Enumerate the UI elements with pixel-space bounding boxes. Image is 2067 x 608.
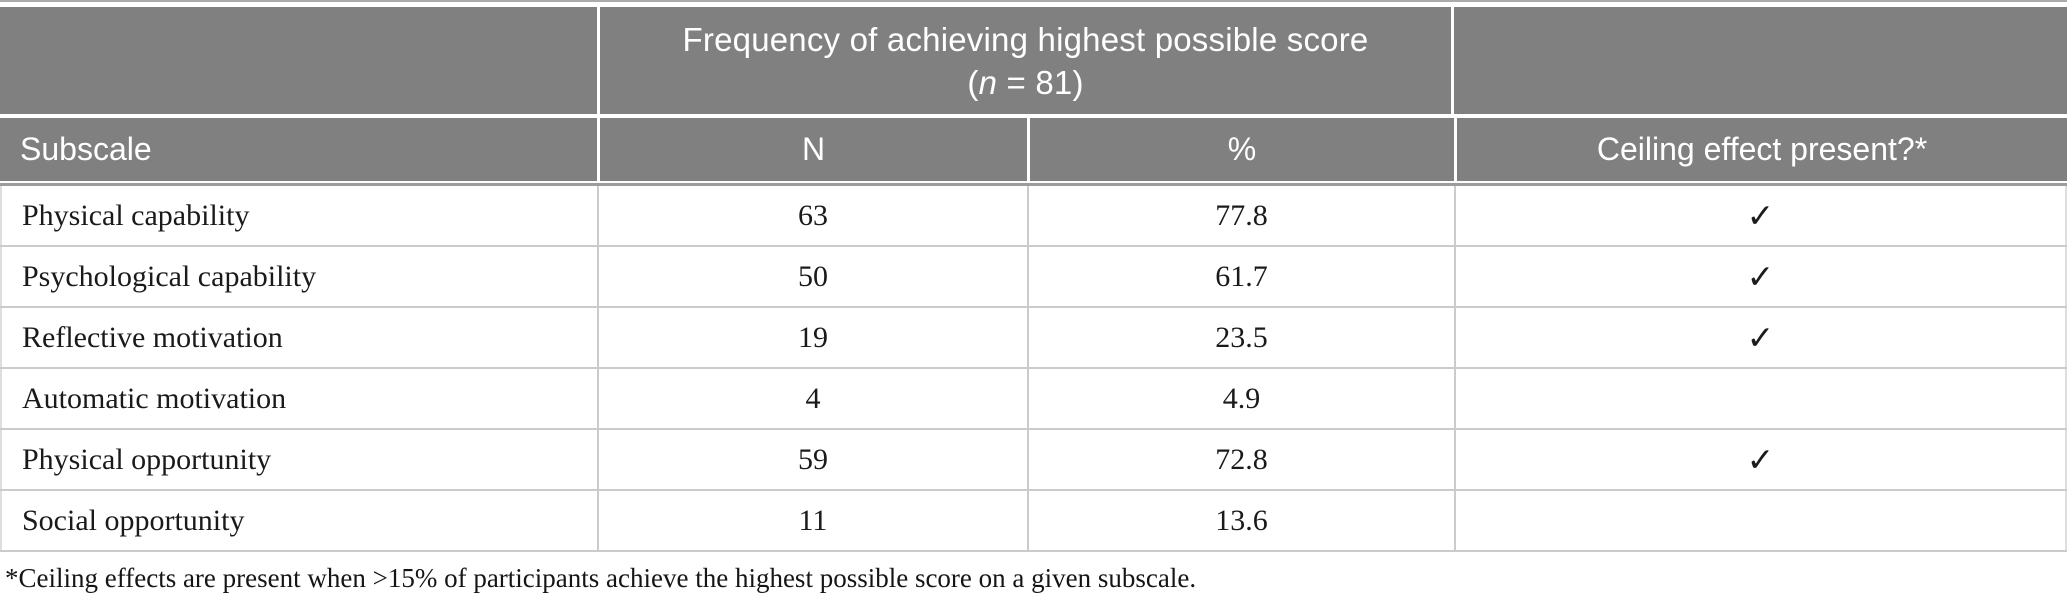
cell-subscale: Reflective motivation: [0, 308, 597, 367]
cell-ceiling-empty: [1454, 369, 2067, 428]
cell-subscale: Physical opportunity: [0, 430, 597, 489]
header-spacer-left: [0, 7, 597, 114]
column-header-subscale: Subscale: [0, 118, 597, 181]
cell-ceiling-checkmark: ✓: [1454, 186, 2067, 245]
cell-ceiling-checkmark: ✓: [1454, 247, 2067, 306]
header-bottom-gap: [0, 181, 2067, 183]
cell-pct: 4.9: [1027, 369, 1454, 428]
table-body: Physical capability 63 77.8 ✓ Psychologi…: [0, 186, 2067, 552]
cell-pct: 72.8: [1027, 430, 1454, 489]
cell-n: 4: [597, 369, 1027, 428]
cell-pct: 77.8: [1027, 186, 1454, 245]
table-row: Reflective motivation 19 23.5 ✓: [0, 308, 2067, 369]
cell-ceiling-checkmark: ✓: [1454, 430, 2067, 489]
cell-pct: 13.6: [1027, 491, 1454, 550]
cell-subscale: Physical capability: [0, 186, 597, 245]
italic-n: n: [978, 63, 998, 101]
cell-n: 19: [597, 308, 1027, 367]
cell-pct: 61.7: [1027, 247, 1454, 306]
header-spacer-right: [1454, 7, 2067, 114]
cell-ceiling-checkmark: ✓: [1454, 308, 2067, 367]
cell-ceiling-empty: [1454, 491, 2067, 550]
header-bottom-rule: [0, 183, 2067, 186]
cell-n: 59: [597, 430, 1027, 489]
cell-subscale: Automatic motivation: [0, 369, 597, 428]
column-header-n: N: [597, 118, 1027, 181]
table-header-span-row: Frequency of achieving highest possible …: [0, 7, 2067, 114]
top-border-gap: [0, 2, 2067, 7]
table-row: Physical opportunity 59 72.8 ✓: [0, 430, 2067, 491]
table-footnote: *Ceiling effects are present when >15% o…: [5, 563, 1197, 593]
top-border-rule: [0, 0, 2067, 2]
column-header-pct: %: [1027, 118, 1454, 181]
span-header-subtitle: (n = 81): [967, 63, 1084, 101]
table-header-columns-row: Subscale N % Ceiling effect present?*: [0, 118, 2067, 181]
table-row: Physical capability 63 77.8 ✓: [0, 186, 2067, 247]
cell-n: 11: [597, 491, 1027, 550]
table-row: Social opportunity 11 13.6: [0, 491, 2067, 552]
cell-pct: 23.5: [1027, 308, 1454, 367]
table-row: Psychological capability 50 61.7 ✓: [0, 247, 2067, 308]
column-header-ceiling: Ceiling effect present?*: [1454, 118, 2067, 181]
cell-n: 63: [597, 186, 1027, 245]
cell-subscale: Social opportunity: [0, 491, 597, 550]
span-header-cell: Frequency of achieving highest possible …: [597, 7, 1454, 114]
span-header-title: Frequency of achieving highest possible …: [682, 20, 1369, 58]
cell-n: 50: [597, 247, 1027, 306]
cell-subscale: Psychological capability: [0, 247, 597, 306]
table-row: Automatic motivation 4 4.9: [0, 369, 2067, 430]
